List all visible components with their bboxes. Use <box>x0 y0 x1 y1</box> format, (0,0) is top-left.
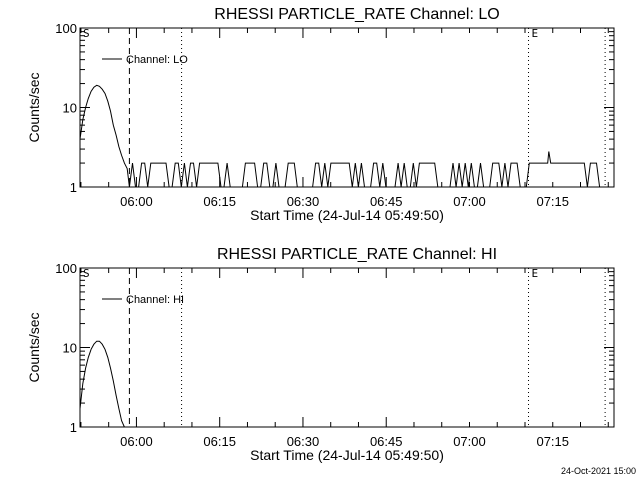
footer-timestamp: 24-Oct-2021 15:00 <box>561 466 636 476</box>
y-tick-label: 10 <box>63 341 77 356</box>
x-tick-label: 07:15 <box>536 434 569 449</box>
y-axis-title: Counts/sec <box>26 72 42 142</box>
x-tick-label: 06:15 <box>203 434 236 449</box>
x-axis-title: Start Time (24-Jul-14 05:49:50) <box>250 207 444 223</box>
x-tick-label: 06:45 <box>370 434 403 449</box>
x-tick-label: 07:00 <box>453 194 486 209</box>
y-tick-label: 10 <box>63 101 77 116</box>
legend-label: Channel: LO <box>126 54 188 66</box>
legend-label: Channel: HI <box>126 294 184 306</box>
x-tick-label: 06:00 <box>120 434 153 449</box>
chart-panel-1: RHESSI PARTICLE_RATE Channel: LO 1 10 100 06… <box>26 6 569 223</box>
x-axis-title: Start Time (24-Jul-14 05:49:50) <box>250 447 444 463</box>
series-line-1 <box>79 340 125 428</box>
y-tick-label: 100 <box>55 261 77 276</box>
y-axis-title: Counts/sec <box>26 312 42 382</box>
y-tick-label: 1 <box>70 420 77 435</box>
y-tick-label: 100 <box>55 21 77 36</box>
x-tick-label: 06:45 <box>370 194 403 209</box>
chart-panel-2: RHESSI PARTICLE_RATE Channel: HI 1 10 100 06… <box>26 246 569 463</box>
series-line-1 <box>79 84 603 188</box>
time-marker-label: E <box>532 267 539 280</box>
y-tick-label: 1 <box>70 180 77 195</box>
time-marker-label: S <box>83 27 90 40</box>
chart-title: RHESSI PARTICLE_RATE Channel: LO <box>214 6 499 23</box>
time-marker-label: S <box>83 267 90 280</box>
x-tick-label: 07:15 <box>536 194 569 209</box>
time-marker-label: E <box>532 27 539 40</box>
chart-title: RHESSI PARTICLE_RATE Channel: HI <box>217 246 497 263</box>
x-tick-label: 06:15 <box>203 194 236 209</box>
x-tick-label: 06:00 <box>120 194 153 209</box>
x-tick-label: 07:00 <box>453 434 486 449</box>
x-tick-label: 06:30 <box>287 194 320 209</box>
x-tick-label: 06:30 <box>287 434 320 449</box>
